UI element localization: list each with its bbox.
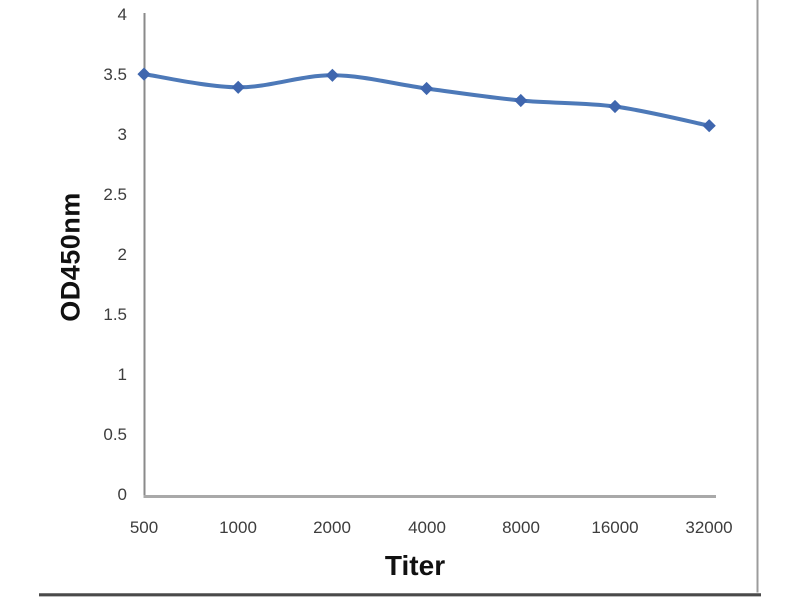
series-line — [142, 72, 712, 128]
y-axis-tick-label: 3.5 — [103, 65, 127, 84]
x-axis-tick-label: 1000 — [219, 518, 257, 537]
x-axis-tick-label: 2000 — [313, 518, 351, 537]
data-point-marker — [608, 99, 622, 114]
data-point-marker — [420, 81, 434, 96]
x-axis-tick-label: 500 — [129, 518, 159, 537]
x-axis-tick-label: 16000 — [591, 518, 639, 537]
data-point-marker — [514, 93, 528, 108]
y-axis-tick-label: 1 — [117, 365, 127, 384]
data-point-marker — [702, 119, 716, 133]
x-axis-tick-label: 4000 — [408, 518, 446, 537]
y-axis-tick-label: 2.5 — [103, 185, 127, 204]
y-axis-tick-label: 0.5 — [103, 425, 127, 444]
data-point-marker — [325, 68, 339, 82]
y-axis-tick-label: 3 — [117, 125, 127, 144]
x-axis-tick-label: 32000 — [685, 518, 733, 537]
x-axis-tick-label: 8000 — [502, 518, 540, 537]
y-axis-tick-label: 0 — [117, 485, 127, 504]
series-layer — [137, 67, 716, 133]
y-axis-tick-label: 4 — [117, 5, 127, 24]
y-axis-tick-label: 2 — [117, 245, 127, 264]
y-axis-tick-label: 1.5 — [103, 305, 127, 324]
data-point-marker — [231, 80, 245, 94]
x-axis-title: Titer — [384, 550, 446, 581]
data-point-marker — [137, 67, 151, 81]
